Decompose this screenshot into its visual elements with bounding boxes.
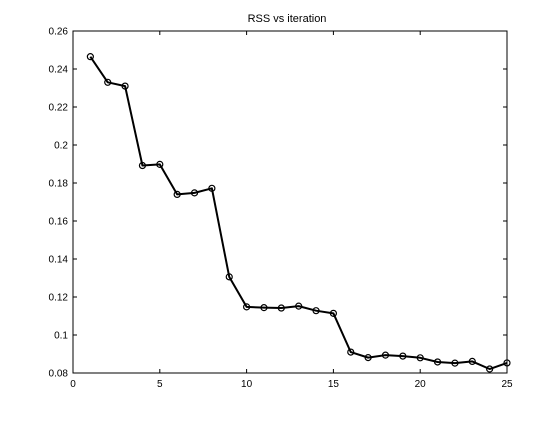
x-tick-label: 15	[328, 379, 340, 390]
data-point	[347, 348, 355, 356]
y-tick-label: 0.26	[49, 27, 69, 38]
y-tick-label: 0.24	[49, 65, 69, 76]
x-tick-label: 10	[241, 379, 253, 390]
plot-area: 0 5 10 15 20 25 0.08 0.1 0.12 0.14 0.16 0.18 0.2 0.22…	[49, 27, 513, 391]
data-point	[381, 351, 390, 359]
y-tick-label: 0.18	[49, 179, 69, 190]
y-tick-label: 0.22	[49, 103, 69, 114]
data-point	[329, 309, 337, 317]
y-tick-label: 0.08	[49, 369, 69, 380]
data-point	[208, 184, 216, 192]
x-tick-label: 5	[157, 379, 163, 390]
data-point	[277, 304, 285, 312]
data-point	[260, 304, 268, 312]
data-point	[190, 189, 199, 197]
data-point	[295, 302, 303, 310]
series-line	[89, 56, 508, 371]
data-point	[86, 53, 94, 61]
y-tick-label: 0.16	[49, 217, 69, 228]
x-tick-label: 0	[70, 379, 76, 390]
data-point	[225, 273, 233, 281]
data-point	[312, 307, 320, 315]
data-point	[104, 78, 112, 86]
data-point	[364, 354, 372, 362]
data-point	[451, 359, 459, 367]
data-point	[503, 359, 511, 367]
chart-title: RSS vs iteration	[248, 13, 327, 25]
y-tick-label: 0.2	[54, 141, 68, 152]
x-tick-label: 25	[501, 379, 513, 390]
x-tick-label: 20	[415, 379, 427, 390]
axes-box	[72, 30, 508, 374]
data-point	[399, 352, 407, 360]
data-point	[416, 354, 424, 362]
data-point	[243, 303, 251, 311]
y-tick-label: 0.12	[49, 293, 69, 304]
data-point	[138, 161, 147, 170]
data-point	[173, 190, 181, 198]
data-point	[468, 357, 476, 366]
data-point	[121, 82, 129, 90]
y-tick-label: 0.14	[49, 255, 69, 266]
data-point	[486, 365, 494, 373]
data-point	[156, 160, 164, 168]
data-point	[433, 358, 442, 366]
y-tick-label: 0.1	[54, 331, 68, 342]
